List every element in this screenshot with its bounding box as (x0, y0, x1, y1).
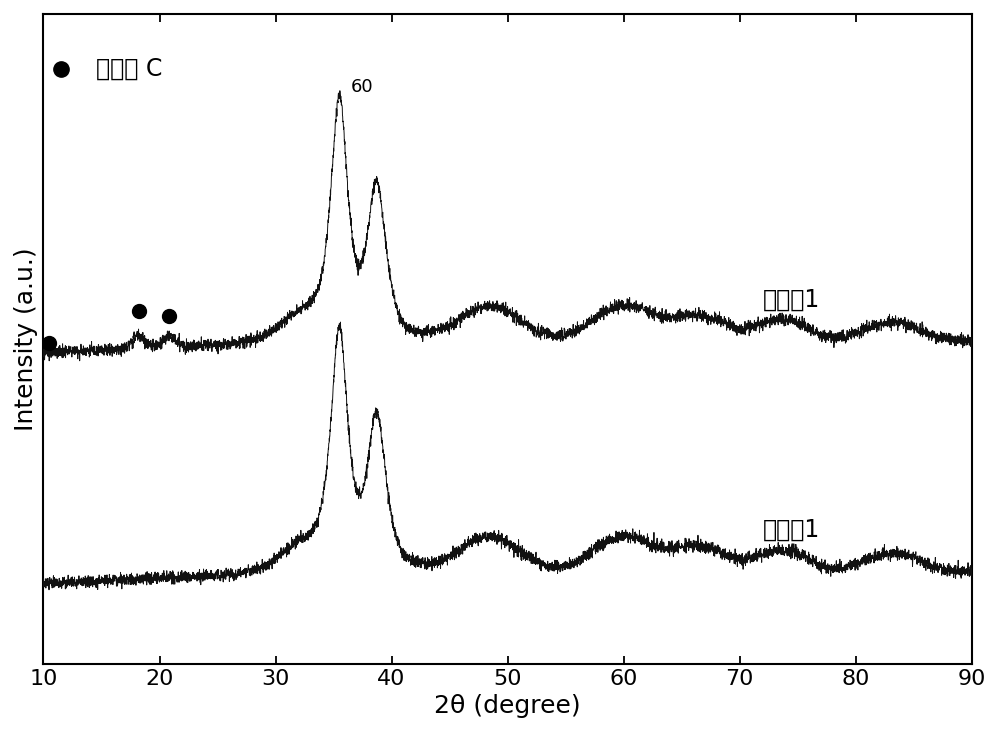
Text: 富勒烯 C: 富勒烯 C (96, 56, 162, 81)
Text: 实施例1: 实施例1 (763, 288, 820, 311)
Text: 对比例1: 对比例1 (763, 518, 820, 542)
X-axis label: 2θ (degree): 2θ (degree) (434, 694, 581, 718)
Text: 60: 60 (351, 78, 374, 96)
Y-axis label: Intensity (a.u.): Intensity (a.u.) (14, 247, 38, 430)
